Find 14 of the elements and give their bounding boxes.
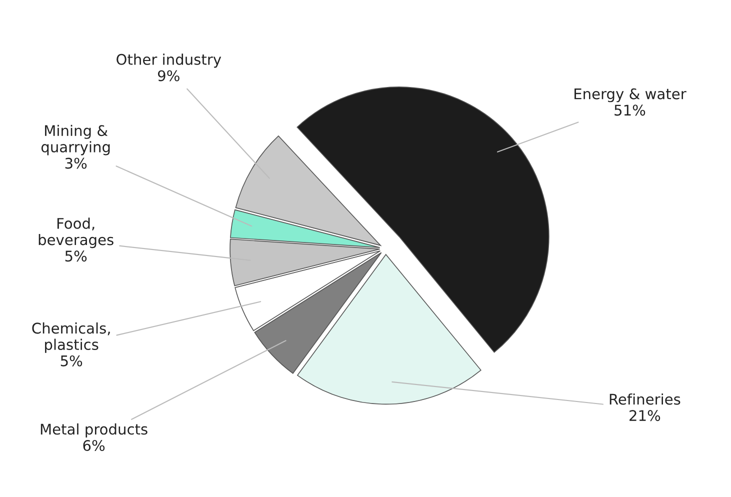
slice-label: Other industry bbox=[116, 54, 222, 68]
data-label: 5% bbox=[65, 250, 87, 262]
slice-label: Food, beverages bbox=[38, 218, 114, 248]
slice-label: Mining & quarrying bbox=[41, 124, 110, 156]
slice-label: Chemicals, plastics bbox=[32, 322, 110, 353]
slice-label: Refineries bbox=[610, 393, 680, 405]
data-label: 9% bbox=[158, 70, 180, 82]
data-label: 5% bbox=[60, 355, 82, 366]
data-label: 3% bbox=[65, 158, 87, 169]
data-label: 21% bbox=[630, 410, 660, 422]
slice-label: Energy & water bbox=[574, 88, 686, 102]
slice-label: Metal products bbox=[40, 423, 148, 438]
data-label: 6% bbox=[83, 440, 105, 452]
data-label: 51% bbox=[614, 104, 646, 116]
